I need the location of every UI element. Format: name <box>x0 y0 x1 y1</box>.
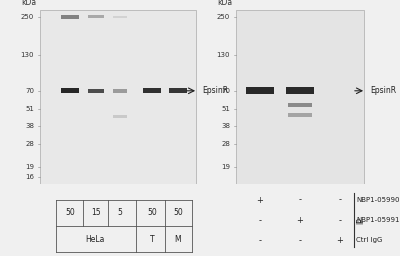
Text: -: - <box>258 216 262 225</box>
Bar <box>236 10 364 184</box>
Text: Ctrl IgG: Ctrl IgG <box>356 237 382 243</box>
Text: 28: 28 <box>25 141 34 147</box>
Text: 15: 15 <box>91 208 101 218</box>
Text: 16: 16 <box>25 174 34 179</box>
Text: NBP1-05990: NBP1-05990 <box>356 197 400 203</box>
Text: -: - <box>258 236 262 245</box>
Bar <box>246 88 274 94</box>
Bar <box>113 16 127 18</box>
Text: 28: 28 <box>221 141 230 147</box>
Bar <box>61 88 79 93</box>
Bar <box>169 88 187 93</box>
Text: +: + <box>336 236 344 245</box>
Bar <box>288 113 312 117</box>
Text: -: - <box>298 236 302 245</box>
Text: 250: 250 <box>217 14 230 20</box>
Text: 250: 250 <box>21 14 34 20</box>
Bar <box>143 88 161 93</box>
Text: 50: 50 <box>147 208 157 218</box>
Text: HeLa: HeLa <box>85 235 105 244</box>
Text: 70: 70 <box>221 88 230 94</box>
Text: -: - <box>338 216 342 225</box>
Bar <box>113 115 127 118</box>
Text: 51: 51 <box>221 106 230 112</box>
Bar <box>286 88 314 94</box>
Text: 51: 51 <box>25 106 34 112</box>
Text: kDa: kDa <box>217 0 232 7</box>
Text: M: M <box>175 235 181 244</box>
Text: 130: 130 <box>20 52 34 58</box>
Text: EpsinR: EpsinR <box>202 86 228 95</box>
Text: T: T <box>150 235 154 244</box>
Text: 38: 38 <box>25 123 34 129</box>
Bar <box>61 15 79 19</box>
Text: 130: 130 <box>216 52 230 58</box>
Text: -: - <box>338 196 342 205</box>
Text: 50: 50 <box>65 208 75 218</box>
Text: kDa: kDa <box>21 0 36 7</box>
Bar <box>40 10 196 184</box>
Text: IP: IP <box>356 217 365 223</box>
Text: -: - <box>298 196 302 205</box>
Text: 70: 70 <box>25 88 34 94</box>
Bar <box>113 89 127 92</box>
Text: 5: 5 <box>118 208 122 218</box>
Text: +: + <box>256 196 264 205</box>
Bar <box>88 89 104 93</box>
Text: 38: 38 <box>221 123 230 129</box>
Bar <box>288 103 312 107</box>
Bar <box>88 15 104 18</box>
Text: NBP1-05991: NBP1-05991 <box>356 217 400 223</box>
Text: +: + <box>296 216 304 225</box>
Text: 19: 19 <box>25 164 34 169</box>
Text: 50: 50 <box>173 208 183 218</box>
Text: EpsinR: EpsinR <box>370 86 396 95</box>
Text: 19: 19 <box>221 164 230 169</box>
